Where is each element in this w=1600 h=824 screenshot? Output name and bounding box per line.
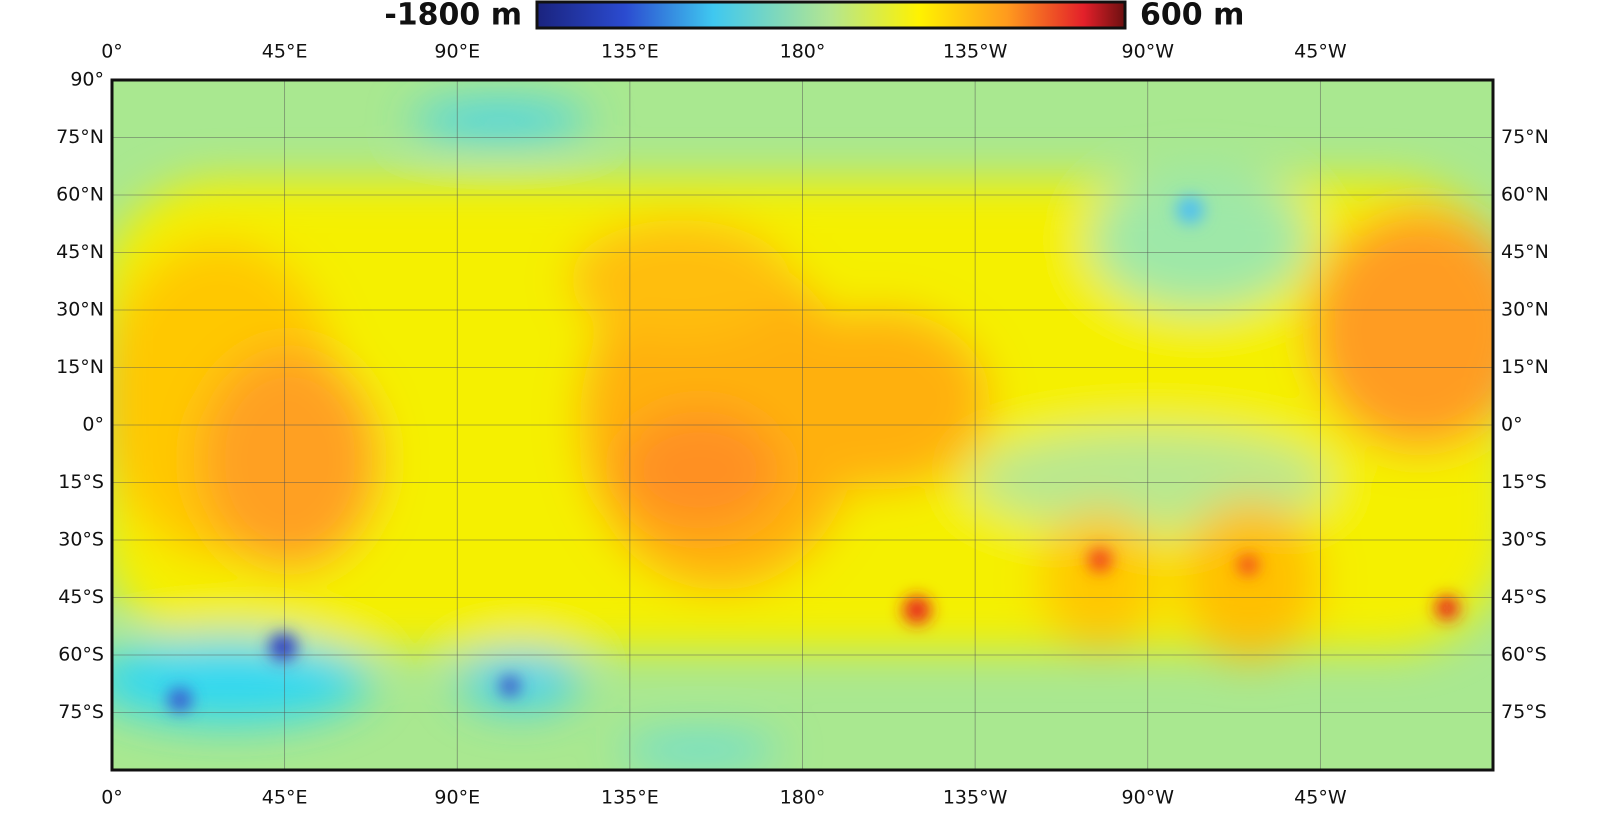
longitude-label: 180° bbox=[780, 787, 826, 809]
latitude-label: 15°S bbox=[58, 471, 104, 493]
longitude-label: 135°E bbox=[601, 41, 659, 63]
latitude-label: 0° bbox=[82, 414, 104, 436]
longitude-label: 90°W bbox=[1122, 787, 1175, 809]
longitude-label: 135°W bbox=[943, 787, 1008, 809]
longitude-label: 45°W bbox=[1294, 787, 1347, 809]
colorbar bbox=[535, 0, 1127, 30]
latitude-label: 90° bbox=[70, 69, 104, 91]
latitude-label: 15°N bbox=[1501, 356, 1549, 378]
longitude-label: 90°E bbox=[434, 41, 480, 63]
latitude-label: 60°S bbox=[58, 644, 104, 666]
latitude-label: 30°N bbox=[56, 299, 104, 321]
longitude-label: 45°W bbox=[1294, 41, 1347, 63]
colorbar-min-label: -1800 m bbox=[384, 0, 522, 33]
latitude-label: 75°N bbox=[1501, 126, 1549, 148]
latitude-label: 75°S bbox=[1501, 701, 1547, 723]
longitude-label: 0° bbox=[101, 787, 123, 809]
latitude-label: 45°N bbox=[1501, 241, 1549, 263]
latitude-label: 30°N bbox=[1501, 299, 1549, 321]
latitude-label: 60°S bbox=[1501, 644, 1547, 666]
longitude-label: 180° bbox=[780, 41, 826, 63]
latitude-label: 30°S bbox=[58, 529, 104, 551]
latitude-label: 45°S bbox=[58, 586, 104, 608]
latitude-label: 45°N bbox=[56, 241, 104, 263]
colorbar-max-label: 600 m bbox=[1140, 0, 1244, 33]
longitude-label: 90°E bbox=[434, 787, 480, 809]
longitude-label: 45°E bbox=[262, 787, 308, 809]
latitude-label: 15°N bbox=[56, 356, 104, 378]
latitude-label: 60°N bbox=[1501, 184, 1549, 206]
latitude-label: 30°S bbox=[1501, 529, 1547, 551]
latitude-label: 15°S bbox=[1501, 471, 1547, 493]
longitude-label: 135°E bbox=[601, 787, 659, 809]
longitude-label: 135°W bbox=[943, 41, 1008, 63]
latitude-label: 60°N bbox=[56, 184, 104, 206]
latitude-label: 45°S bbox=[1501, 586, 1547, 608]
longitude-label: 90°W bbox=[1122, 41, 1175, 63]
longitude-label: 0° bbox=[101, 41, 123, 63]
latitude-label: 75°S bbox=[58, 701, 104, 723]
latitude-label: 75°N bbox=[56, 126, 104, 148]
graticule bbox=[112, 80, 1493, 770]
latitude-label: 0° bbox=[1501, 414, 1523, 436]
map-frame bbox=[110, 78, 1495, 772]
longitude-label: 45°E bbox=[262, 41, 308, 63]
